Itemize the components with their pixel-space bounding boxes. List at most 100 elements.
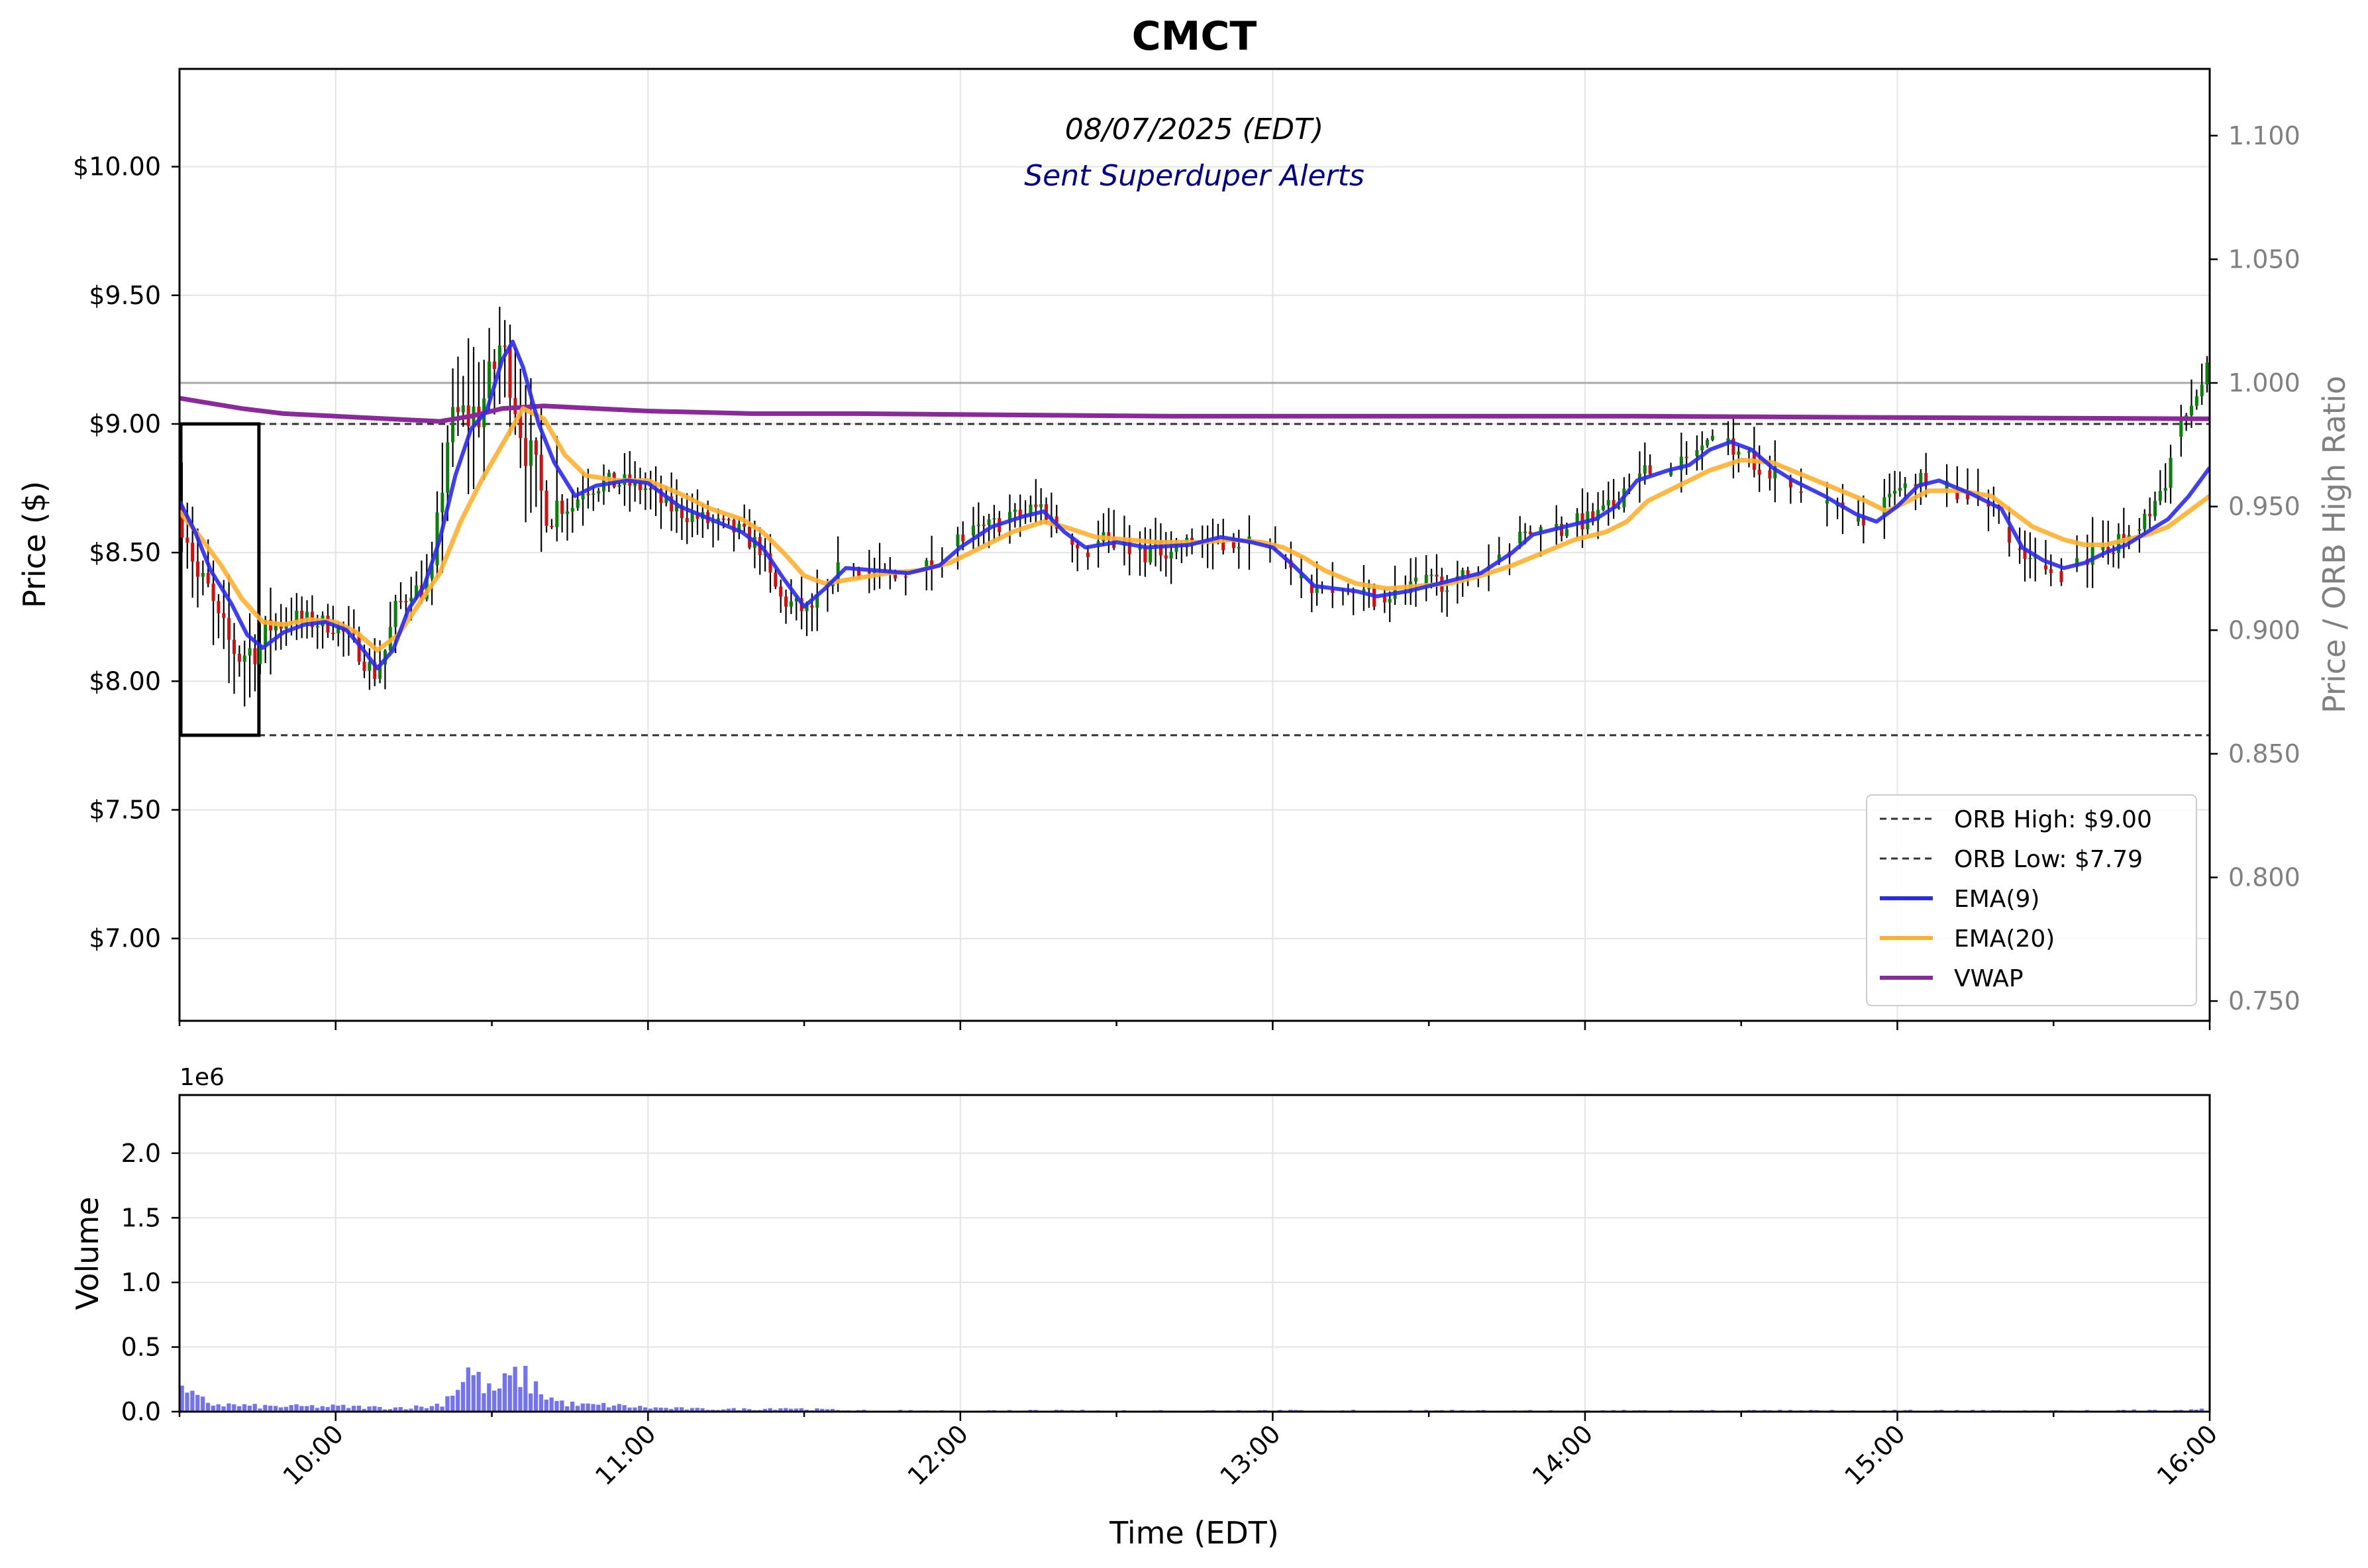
candle-body bbox=[1695, 450, 1699, 456]
candle bbox=[2122, 507, 2126, 558]
candle-body bbox=[1601, 505, 1605, 510]
volume-bar bbox=[236, 1406, 242, 1412]
volume-bar bbox=[789, 1408, 794, 1412]
candle-body bbox=[1706, 439, 1710, 446]
price-axis: $10.00 $9.50 $9.00 $8.50 $8.00 $7.50 $7.00 bbox=[73, 152, 180, 953]
candle-body bbox=[1643, 465, 1647, 474]
candle-body bbox=[690, 513, 694, 523]
candle bbox=[2023, 530, 2027, 582]
candle bbox=[1382, 588, 1386, 613]
candle-body bbox=[1555, 523, 1559, 529]
candle-body bbox=[519, 414, 523, 439]
candle-body bbox=[331, 633, 335, 635]
candle-body bbox=[222, 613, 226, 618]
candle bbox=[269, 588, 273, 675]
volume-bar bbox=[387, 1409, 393, 1412]
candle-body bbox=[258, 645, 262, 664]
price-tick-label: $10.00 bbox=[73, 152, 161, 182]
candle-body bbox=[617, 484, 621, 488]
candle bbox=[779, 579, 783, 613]
volume-bar bbox=[190, 1390, 195, 1412]
candle-body bbox=[1914, 484, 1918, 487]
candle-body bbox=[1747, 451, 1751, 453]
volume-bar bbox=[309, 1405, 315, 1412]
chart-title: CMCT bbox=[1132, 13, 1257, 60]
volume-bar bbox=[362, 1408, 366, 1412]
candle bbox=[2158, 470, 2162, 505]
candle bbox=[1601, 490, 1605, 511]
volume-bar bbox=[565, 1406, 570, 1412]
ratio-tick-label: 0.850 bbox=[2228, 739, 2300, 768]
candle bbox=[1555, 505, 1559, 545]
volume-bar bbox=[456, 1390, 460, 1412]
volume-bar bbox=[492, 1390, 497, 1412]
candle bbox=[878, 543, 882, 589]
candle-body bbox=[195, 561, 200, 577]
candle-body bbox=[357, 634, 361, 662]
candle-body bbox=[794, 598, 798, 601]
candle bbox=[1825, 482, 1829, 527]
alerts-annotation: Sent Superduper Alerts bbox=[1024, 159, 1364, 193]
volume-bar bbox=[393, 1407, 398, 1412]
candle-body bbox=[670, 496, 674, 512]
candle-body bbox=[768, 553, 772, 573]
candle bbox=[201, 560, 205, 596]
candle-body bbox=[1882, 497, 1886, 517]
volume-bar bbox=[414, 1405, 419, 1412]
candle-body bbox=[529, 440, 533, 466]
volume-bar bbox=[784, 1408, 788, 1412]
volume-bar bbox=[507, 1375, 512, 1412]
volume-bar bbox=[570, 1401, 575, 1412]
candle bbox=[217, 594, 221, 639]
candle bbox=[1612, 479, 1616, 519]
candle bbox=[643, 472, 647, 510]
candle-body bbox=[784, 596, 788, 607]
ratio-axis: 1.100 1.050 1.000 0.950 0.900 0.850 0.800 0.750 bbox=[2210, 121, 2300, 1016]
volume-bar bbox=[205, 1402, 211, 1412]
candle-body bbox=[242, 655, 246, 662]
candle-body bbox=[1461, 570, 1465, 576]
volume-bar bbox=[195, 1394, 200, 1412]
volume-bar bbox=[283, 1406, 288, 1412]
candle bbox=[1127, 525, 1131, 576]
candle bbox=[1903, 476, 1907, 499]
candle bbox=[1857, 498, 1861, 526]
candle bbox=[1508, 543, 1512, 576]
candle bbox=[1435, 554, 1439, 596]
volume-bar bbox=[684, 1409, 690, 1412]
candle-body bbox=[544, 490, 548, 526]
candle-body bbox=[2200, 384, 2204, 397]
candle-body bbox=[1429, 574, 1433, 576]
candle bbox=[550, 519, 554, 529]
candle-body bbox=[2179, 417, 2183, 437]
candle-body bbox=[1367, 588, 1371, 590]
candle bbox=[758, 527, 762, 575]
volume-bar bbox=[747, 1409, 752, 1412]
candle bbox=[300, 596, 304, 639]
candle bbox=[1898, 471, 1902, 497]
volume-bar bbox=[482, 1393, 486, 1412]
volume-bar bbox=[305, 1406, 309, 1412]
candle-body bbox=[2075, 558, 2079, 566]
candle bbox=[1076, 541, 1080, 572]
candle-body bbox=[211, 583, 215, 601]
candle bbox=[1700, 431, 1704, 470]
candle bbox=[2194, 390, 2198, 410]
time-axis: 10:00 11:00 12:00 13:00 14:00 15:00 16:00 bbox=[178, 1021, 2223, 1491]
candle-body bbox=[305, 611, 309, 619]
candle-body bbox=[982, 524, 986, 526]
candle-body bbox=[721, 518, 725, 520]
volume-bar bbox=[726, 1408, 731, 1412]
candle bbox=[1055, 505, 1058, 533]
candle-body bbox=[430, 565, 434, 578]
candle-body bbox=[217, 601, 221, 613]
volume-bar bbox=[351, 1406, 356, 1412]
volume-bar bbox=[211, 1405, 215, 1412]
candle-body bbox=[1445, 590, 1449, 592]
candle-body bbox=[368, 662, 372, 671]
volume-tick-label: 0.0 bbox=[121, 1397, 161, 1426]
volume-bar bbox=[185, 1392, 189, 1412]
volume-bar bbox=[778, 1408, 783, 1412]
candle-body bbox=[1773, 466, 1777, 479]
candle-body bbox=[1648, 465, 1652, 474]
